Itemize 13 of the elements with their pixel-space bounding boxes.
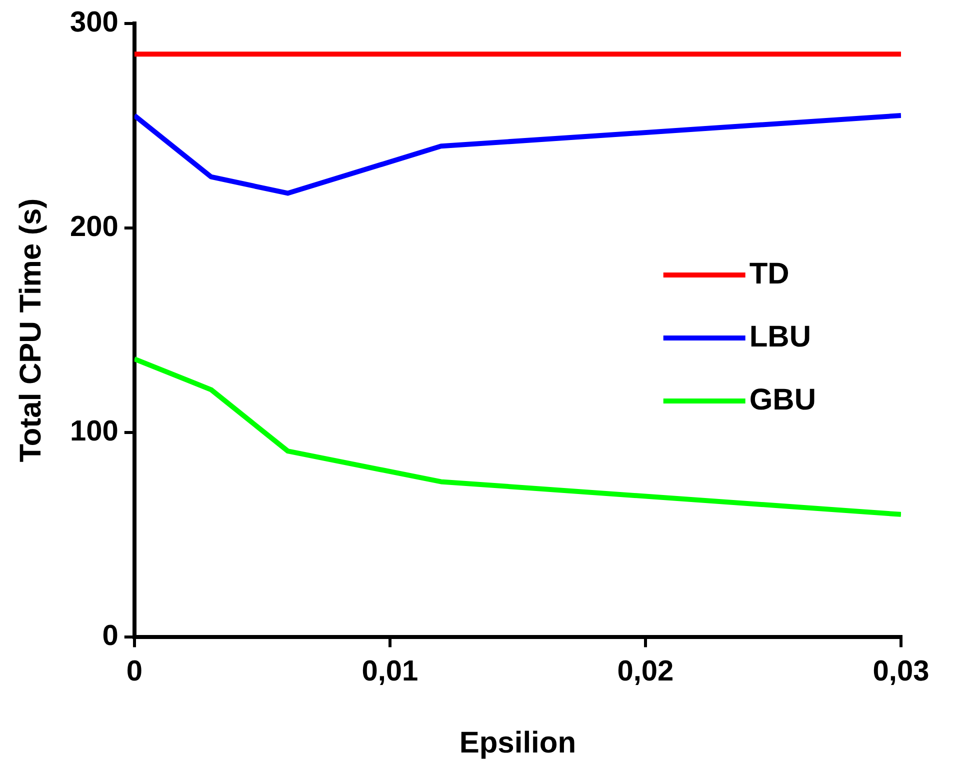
legend-label: LBU	[749, 320, 812, 354]
y-tick-label: 100	[70, 416, 118, 448]
x-tick-label: 0,02	[617, 656, 674, 688]
y-tick-label: 0	[102, 620, 118, 652]
y-axis-title: Total CPU Time (s)	[14, 198, 48, 462]
legend-label: TD	[749, 257, 790, 290]
x-tick-label: 0,01	[362, 656, 418, 688]
x-tick-label: 0,03	[872, 656, 930, 688]
legend-label: GBU	[749, 383, 816, 416]
x-axis-title: Epsilion	[459, 726, 576, 760]
y-tick-label: 200	[70, 211, 118, 243]
x-tick-label: 0	[126, 656, 142, 688]
y-tick-label: 300	[70, 6, 118, 38]
